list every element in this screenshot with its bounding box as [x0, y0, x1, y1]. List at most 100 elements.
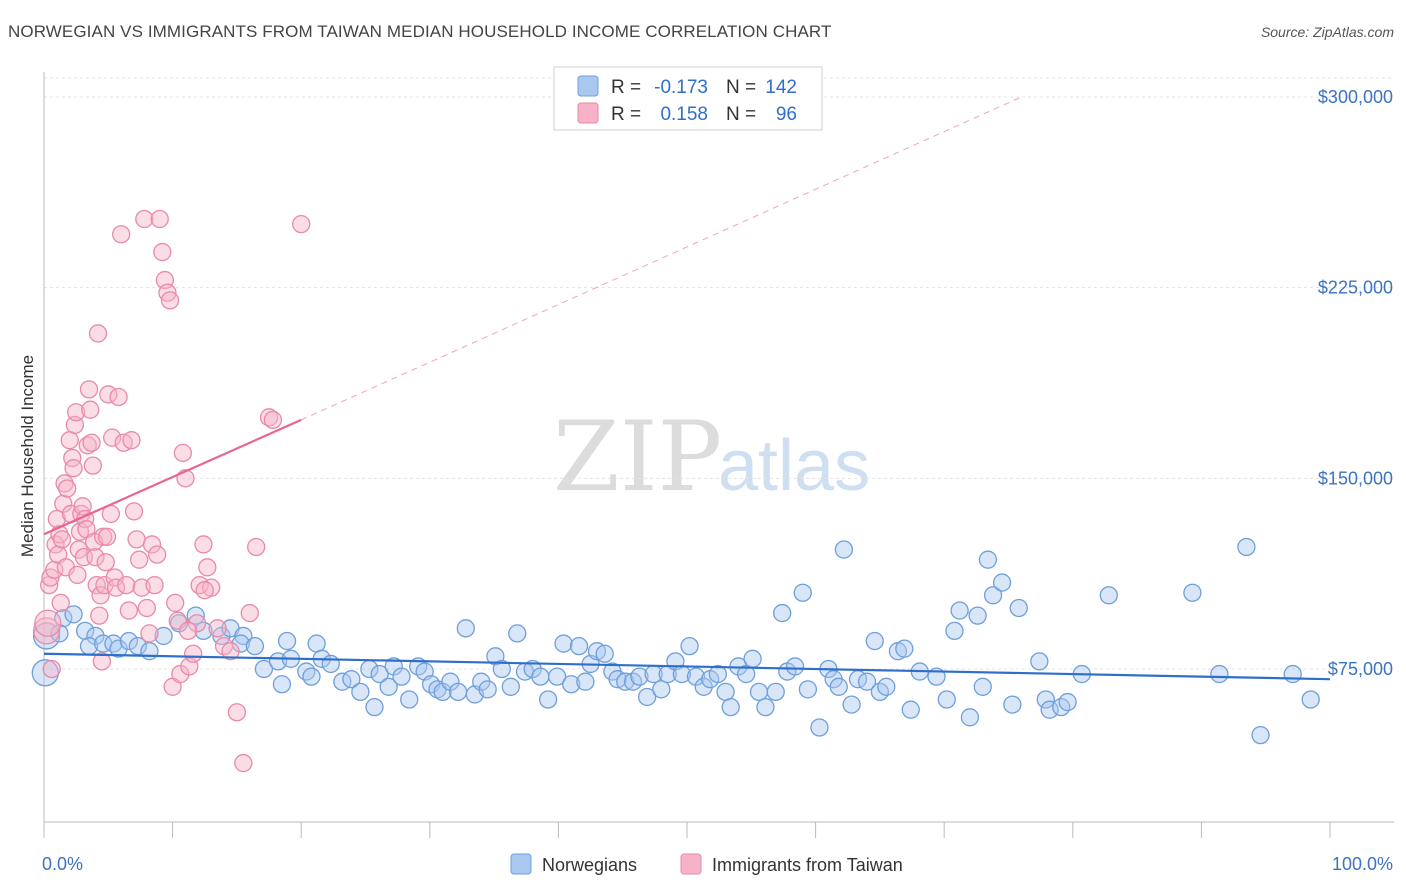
taiwan-point — [150, 209, 169, 229]
norwegians-point — [54, 609, 73, 628]
taiwan-point — [68, 565, 87, 585]
norwegians-point — [1237, 537, 1256, 557]
grid-lines — [44, 77, 1394, 670]
taiwan-point — [137, 598, 157, 618]
norwegians-point — [978, 550, 998, 569]
legend-r-value-2: 0.158 — [660, 104, 708, 125]
taiwan-point — [32, 617, 61, 645]
norwegians-point — [834, 540, 854, 559]
norwegians-point — [277, 631, 297, 651]
taiwan-point — [184, 644, 203, 663]
norwegians-point — [708, 664, 728, 684]
norwegians-point — [737, 664, 756, 684]
series-legend-swatch-taiwan — [680, 853, 702, 875]
norwegians-point — [76, 621, 95, 641]
taiwan-point — [166, 593, 185, 613]
series-legend-label-taiwan: Immigrants from Taiwan — [712, 855, 903, 875]
taiwan-point — [86, 547, 105, 567]
taiwan-point — [79, 380, 99, 399]
norwegians-point — [968, 606, 987, 625]
norwegians-point — [307, 634, 326, 653]
norwegians-point — [576, 672, 595, 691]
norwegians-point — [154, 626, 173, 646]
norwegians-point — [973, 677, 992, 696]
norwegians-point — [901, 700, 920, 719]
norwegians-point — [1036, 690, 1055, 709]
taiwan-point — [109, 387, 128, 407]
taiwan-point — [227, 703, 247, 722]
taiwan-trend-extension — [300, 96, 1022, 421]
norwegians-point — [1251, 725, 1270, 745]
watermark: ZIP atlas — [553, 401, 870, 513]
taiwan-point — [130, 550, 149, 569]
norwegians-point — [773, 603, 792, 623]
x-tick-label-min: 0.0% — [42, 854, 83, 874]
taiwan-point — [263, 410, 283, 430]
norwegians-point — [960, 708, 980, 727]
watermark-zip: ZIP — [553, 401, 722, 513]
norwegians-point — [992, 573, 1012, 592]
norwegians-point — [104, 634, 123, 653]
taiwan-point — [140, 624, 159, 643]
norwegians-point — [569, 636, 589, 656]
norwegians-point — [508, 624, 527, 643]
taiwan-point — [34, 609, 62, 637]
norwegians-point — [785, 657, 805, 676]
taiwan-point — [87, 575, 106, 595]
norwegians-point — [652, 680, 671, 699]
taiwan-point — [122, 431, 141, 450]
norwegians-point — [983, 586, 1003, 605]
norwegians-point — [272, 675, 292, 694]
norwegians-point — [616, 672, 635, 691]
taiwan-point — [67, 403, 86, 422]
norwegians-point — [538, 690, 558, 709]
norwegians-point — [562, 675, 581, 694]
legend-n-label-1: N = — [726, 77, 756, 98]
taiwan-point — [234, 753, 253, 773]
norwegians-point — [865, 631, 884, 651]
taiwan-point — [82, 433, 101, 452]
norwegians-point — [523, 659, 542, 679]
norwegians-point — [456, 619, 475, 638]
trend-lines — [43, 96, 1331, 681]
taiwan-point — [88, 324, 108, 343]
norwegians-point — [119, 631, 139, 651]
taiwan-point — [51, 593, 70, 613]
stats-legend: R = -0.173 N = 142 R = 0.158 N = 96 — [553, 66, 823, 131]
taiwan-point — [96, 553, 115, 572]
taiwan-point — [160, 291, 180, 310]
taiwan-point — [57, 479, 77, 498]
taiwan-point — [90, 606, 109, 625]
y-tick-labels: $75,000 $150,000 $225,000 $300,000 — [1318, 87, 1393, 679]
norwegians-point — [743, 649, 762, 668]
legend-r-label-1: R = — [611, 77, 641, 98]
norwegians-point — [365, 697, 384, 717]
norwegians-point — [798, 680, 818, 699]
taiwan-point — [247, 537, 266, 557]
norwegians-point — [829, 677, 848, 696]
taiwan-point — [64, 459, 83, 478]
norwegians-point — [721, 697, 740, 717]
norwegians-point — [321, 654, 340, 674]
taiwan-point — [119, 601, 139, 620]
legend-n-value-1: 142 — [765, 77, 797, 98]
taiwan-point — [92, 652, 112, 671]
norwegians-point — [370, 664, 389, 684]
norwegians-point — [140, 642, 159, 661]
taiwan-point — [81, 400, 100, 419]
norwegians-point — [1030, 652, 1049, 671]
taiwan-point — [142, 535, 162, 554]
norwegians-point — [392, 667, 411, 686]
norwegians-point — [842, 695, 861, 714]
norwegians-point — [64, 605, 83, 624]
norwegians-point — [531, 667, 550, 686]
chart-source: Source: ZipAtlas.com — [1260, 24, 1394, 40]
norwegians-point — [945, 621, 964, 641]
norwegians-point — [749, 682, 769, 702]
norwegians-point — [877, 677, 896, 696]
taiwan-point — [135, 209, 154, 229]
norwegians-point — [1009, 598, 1028, 618]
norwegians-point — [766, 682, 785, 702]
norwegians-point — [186, 606, 205, 625]
y-tick-label-225000: $225,000 — [1318, 278, 1393, 298]
